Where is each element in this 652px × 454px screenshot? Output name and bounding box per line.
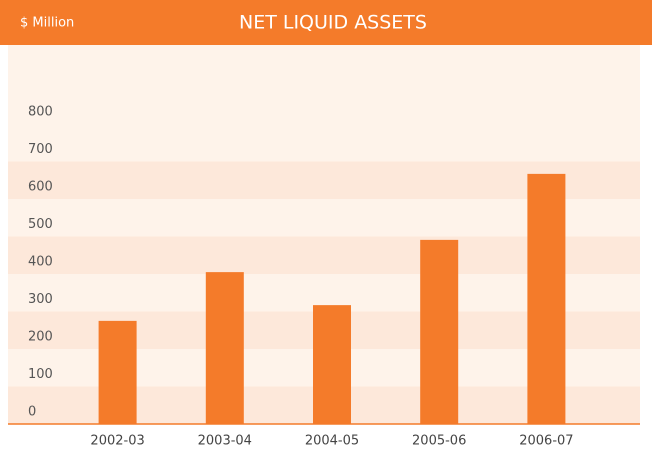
chart-title: NET LIQUID ASSETS: [239, 12, 427, 34]
header: [0, 0, 652, 45]
bar: [420, 239, 459, 424]
y-tick-label: 700: [28, 142, 53, 157]
x-tick-label: 2004-05: [305, 434, 359, 449]
x-tick-label: 2002-03: [90, 434, 144, 449]
y-tick-label: 0: [28, 405, 36, 420]
bar: [98, 320, 137, 424]
x-tick-label: 2006-07: [519, 434, 573, 449]
bar: [313, 305, 351, 424]
y-tick-label: 800: [28, 105, 53, 120]
unit-label: $ Million: [20, 16, 74, 31]
bar: [205, 272, 244, 424]
y-tick-label: 500: [28, 217, 53, 232]
y-tick-label: 400: [28, 255, 53, 270]
bar: [527, 173, 566, 424]
grid-band: [8, 124, 640, 162]
y-tick-label: 600: [28, 180, 53, 195]
y-tick-label: 100: [28, 367, 53, 382]
x-tick-label: 2003-04: [198, 434, 252, 449]
y-tick-label: 200: [28, 330, 53, 345]
x-tick-label: 2005-06: [412, 434, 466, 449]
y-tick-label: 300: [28, 292, 53, 307]
